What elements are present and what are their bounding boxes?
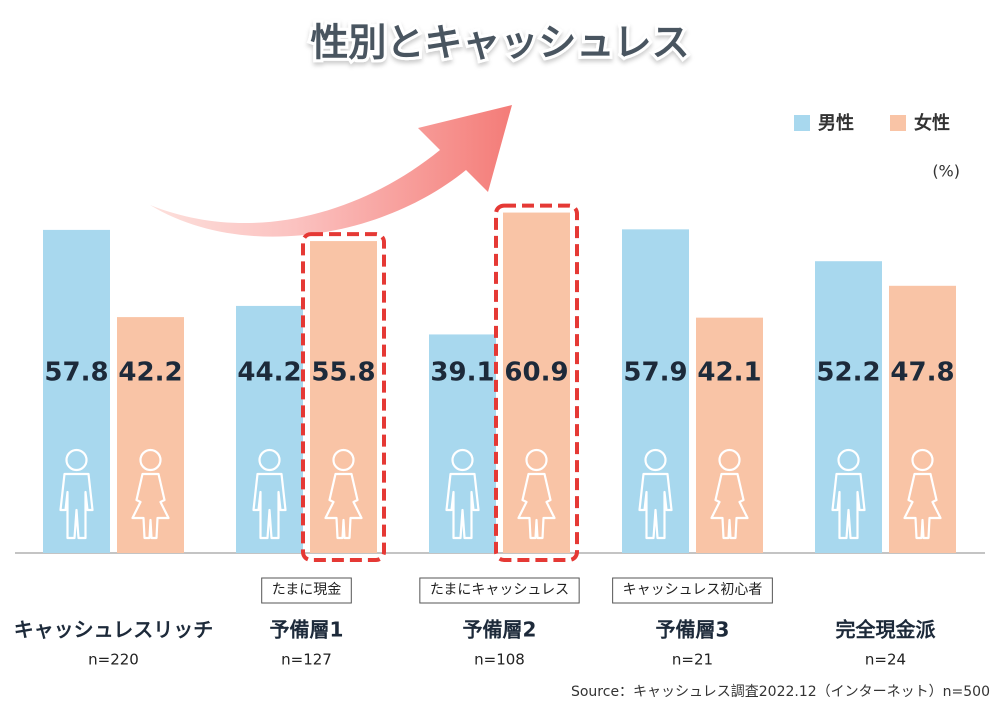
icon-body <box>252 472 287 540</box>
x-tick-label: キャッシュレスリッチ <box>14 618 214 642</box>
female-icon <box>517 448 556 540</box>
value-label: 57.8 <box>44 358 108 388</box>
icon-body <box>59 472 94 540</box>
value-label: 39.1 <box>430 358 494 388</box>
bar <box>310 241 377 553</box>
icon-head <box>258 448 281 472</box>
x-tick-label: 予備層1 <box>270 618 344 642</box>
bar <box>815 261 882 553</box>
value-label: 55.8 <box>311 358 375 388</box>
bar <box>117 317 184 553</box>
source-note: Source：キャッシュレス調査2022.12（インターネット）n=500 <box>571 684 990 700</box>
trend-arrow <box>150 105 512 237</box>
value-label: 60.9 <box>504 358 568 388</box>
category-count: n=108 <box>474 651 525 669</box>
x-tick-label: 予備層2 <box>463 618 537 642</box>
category-count: n=21 <box>672 651 713 669</box>
bar <box>696 317 763 553</box>
bar <box>503 212 570 553</box>
icon-head <box>139 448 162 472</box>
legend-swatch <box>794 115 810 131</box>
male-icon <box>445 448 480 540</box>
female-icon <box>131 448 170 540</box>
value-label: 42.2 <box>118 358 182 388</box>
male-icon <box>638 448 673 540</box>
legend-label: 女性 <box>914 112 950 134</box>
legend-label: 男性 <box>818 112 854 134</box>
value-label: 44.2 <box>237 358 301 388</box>
bar <box>889 285 956 553</box>
category-count: n=220 <box>88 651 139 669</box>
note-box <box>612 577 773 604</box>
icon-head <box>525 448 548 472</box>
male-icon <box>831 448 866 540</box>
female-icon <box>324 448 363 540</box>
chart-title: 性別とキャッシュレス <box>310 21 689 65</box>
icon-head <box>65 448 88 472</box>
highlight-box <box>301 232 386 562</box>
category-count: n=127 <box>281 651 332 669</box>
bar <box>43 229 110 553</box>
unit-label: (%) <box>932 162 960 181</box>
icon-head <box>644 448 667 472</box>
icon-head <box>332 448 355 472</box>
icon-body <box>131 472 170 540</box>
icon-body <box>517 472 556 540</box>
icon-body <box>638 472 673 540</box>
icon-head <box>911 448 934 472</box>
value-label: 42.1 <box>697 358 761 388</box>
x-tick-label: 予備層3 <box>656 618 730 642</box>
category-note: たまに現金 <box>272 582 342 598</box>
female-icon <box>710 448 749 540</box>
legend-swatch <box>890 115 906 131</box>
icon-body <box>445 472 480 540</box>
icon-head <box>451 448 474 472</box>
category-count: n=24 <box>865 651 906 669</box>
x-tick-label: 完全現金派 <box>836 618 937 642</box>
value-label: 52.2 <box>816 358 880 388</box>
category-note: たまにキャッシュレス <box>430 582 569 598</box>
male-icon <box>59 448 94 540</box>
bar <box>622 229 689 554</box>
icon-head <box>837 448 860 472</box>
category-note: キャッシュレス初心者 <box>623 581 763 598</box>
note-box <box>419 577 580 604</box>
icon-head <box>718 448 741 472</box>
male-icon <box>252 448 287 540</box>
female-icon <box>903 448 942 540</box>
icon-body <box>710 472 749 540</box>
note-box <box>261 577 352 604</box>
icon-body <box>903 472 942 540</box>
highlight-box <box>494 203 579 562</box>
value-label: 47.8 <box>890 358 954 388</box>
icon-body <box>831 472 866 540</box>
value-label: 57.9 <box>623 358 687 388</box>
icon-body <box>324 472 363 540</box>
